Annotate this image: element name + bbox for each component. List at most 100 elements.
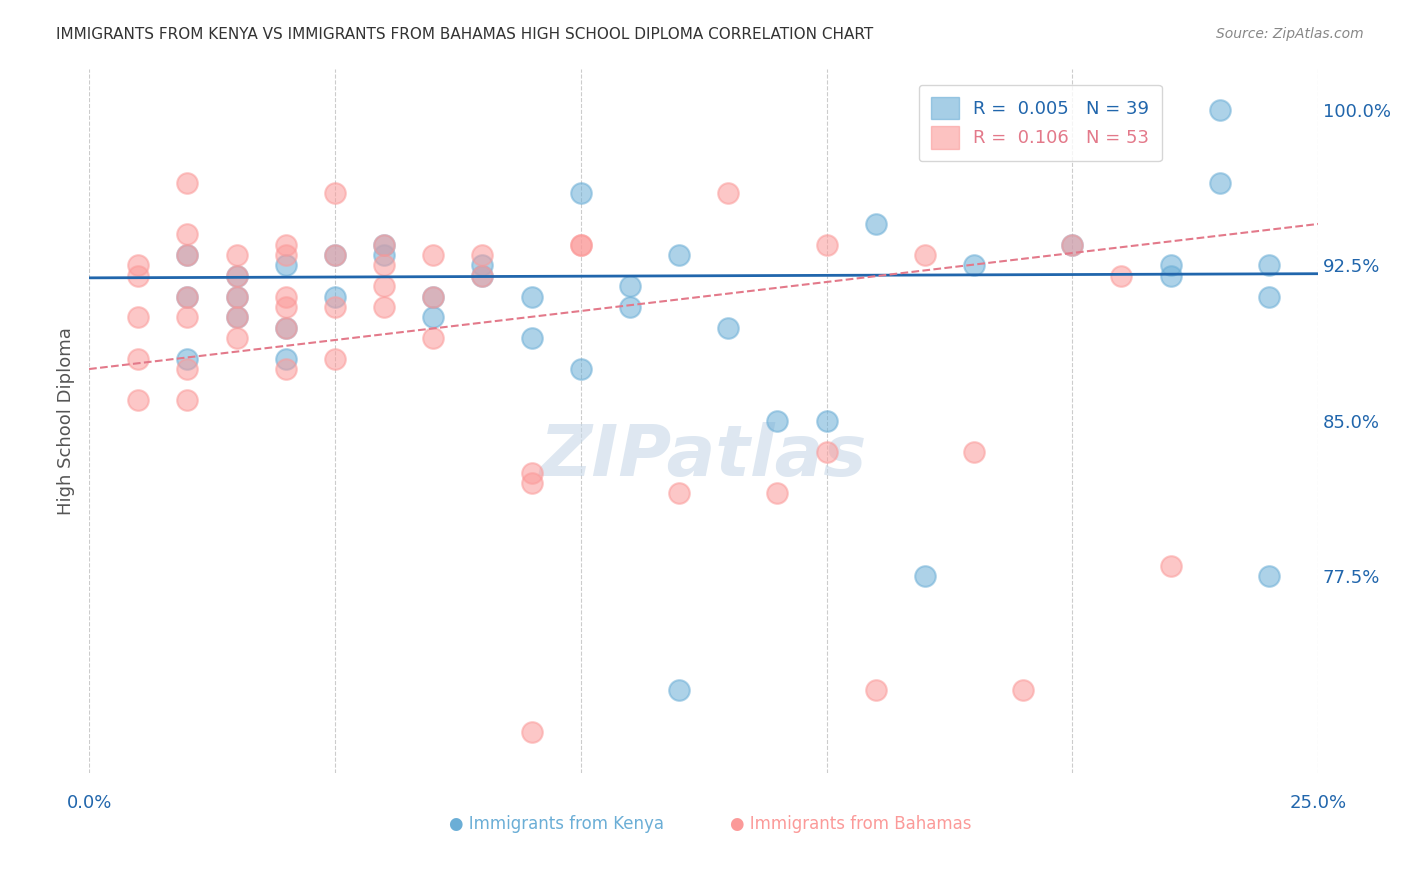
- Point: [225, 289, 247, 303]
- Point: [176, 227, 198, 242]
- Point: [274, 362, 297, 376]
- Point: [127, 259, 149, 273]
- Point: [619, 279, 641, 293]
- Point: [1062, 237, 1084, 252]
- Text: ZIPatlas: ZIPatlas: [540, 422, 868, 491]
- Point: [225, 310, 247, 325]
- Point: [274, 259, 297, 273]
- Point: [1209, 176, 1232, 190]
- Point: [422, 248, 444, 262]
- Point: [323, 289, 346, 303]
- Point: [373, 237, 395, 252]
- Point: [323, 300, 346, 314]
- Point: [1209, 103, 1232, 117]
- Text: ● Immigrants from Kenya: ● Immigrants from Kenya: [449, 815, 664, 833]
- Point: [1160, 259, 1182, 273]
- Point: [1160, 558, 1182, 573]
- Point: [127, 351, 149, 366]
- Point: [963, 259, 986, 273]
- Text: IMMIGRANTS FROM KENYA VS IMMIGRANTS FROM BAHAMAS HIGH SCHOOL DIPLOMA CORRELATION: IMMIGRANTS FROM KENYA VS IMMIGRANTS FROM…: [56, 27, 873, 42]
- Point: [176, 289, 198, 303]
- Point: [422, 310, 444, 325]
- Point: [1111, 268, 1133, 283]
- Point: [225, 268, 247, 283]
- Point: [717, 186, 740, 200]
- Point: [274, 320, 297, 334]
- Point: [373, 237, 395, 252]
- Point: [323, 186, 346, 200]
- Point: [274, 320, 297, 334]
- Point: [323, 248, 346, 262]
- Point: [225, 268, 247, 283]
- Point: [914, 248, 936, 262]
- Point: [668, 486, 690, 500]
- Point: [520, 466, 543, 480]
- Point: [422, 289, 444, 303]
- Point: [225, 248, 247, 262]
- Point: [373, 279, 395, 293]
- Point: [274, 248, 297, 262]
- Point: [274, 237, 297, 252]
- Point: [619, 300, 641, 314]
- Legend: R =  0.005   N = 39, R =  0.106   N = 53: R = 0.005 N = 39, R = 0.106 N = 53: [918, 85, 1161, 161]
- Point: [127, 310, 149, 325]
- Point: [569, 362, 592, 376]
- Point: [865, 683, 887, 698]
- Point: [668, 248, 690, 262]
- Point: [520, 724, 543, 739]
- Point: [176, 248, 198, 262]
- Point: [471, 268, 494, 283]
- Point: [1258, 259, 1281, 273]
- Point: [1258, 289, 1281, 303]
- Point: [176, 248, 198, 262]
- Point: [569, 186, 592, 200]
- Point: [471, 248, 494, 262]
- Point: [668, 683, 690, 698]
- Point: [127, 393, 149, 408]
- Point: [225, 289, 247, 303]
- Text: Source: ZipAtlas.com: Source: ZipAtlas.com: [1216, 27, 1364, 41]
- Text: 25.0%: 25.0%: [1289, 794, 1347, 812]
- Point: [274, 351, 297, 366]
- Point: [815, 414, 838, 428]
- Text: ● Immigrants from Bahamas: ● Immigrants from Bahamas: [730, 815, 972, 833]
- Point: [176, 289, 198, 303]
- Point: [815, 237, 838, 252]
- Point: [225, 331, 247, 345]
- Point: [225, 310, 247, 325]
- Point: [176, 351, 198, 366]
- Point: [520, 289, 543, 303]
- Point: [569, 237, 592, 252]
- Point: [323, 248, 346, 262]
- Point: [176, 362, 198, 376]
- Point: [766, 414, 789, 428]
- Point: [471, 259, 494, 273]
- Point: [373, 300, 395, 314]
- Point: [569, 237, 592, 252]
- Text: 0.0%: 0.0%: [66, 794, 111, 812]
- Point: [422, 289, 444, 303]
- Point: [815, 445, 838, 459]
- Point: [963, 445, 986, 459]
- Point: [717, 320, 740, 334]
- Point: [520, 331, 543, 345]
- Point: [1062, 237, 1084, 252]
- Point: [127, 268, 149, 283]
- Point: [471, 268, 494, 283]
- Point: [274, 289, 297, 303]
- Point: [274, 300, 297, 314]
- Y-axis label: High School Diploma: High School Diploma: [58, 326, 75, 515]
- Point: [1160, 268, 1182, 283]
- Point: [373, 248, 395, 262]
- Point: [1258, 569, 1281, 583]
- Point: [373, 259, 395, 273]
- Point: [1012, 683, 1035, 698]
- Point: [520, 476, 543, 491]
- Point: [176, 310, 198, 325]
- Point: [422, 331, 444, 345]
- Point: [766, 486, 789, 500]
- Point: [176, 176, 198, 190]
- Point: [323, 351, 346, 366]
- Point: [914, 569, 936, 583]
- Point: [865, 217, 887, 231]
